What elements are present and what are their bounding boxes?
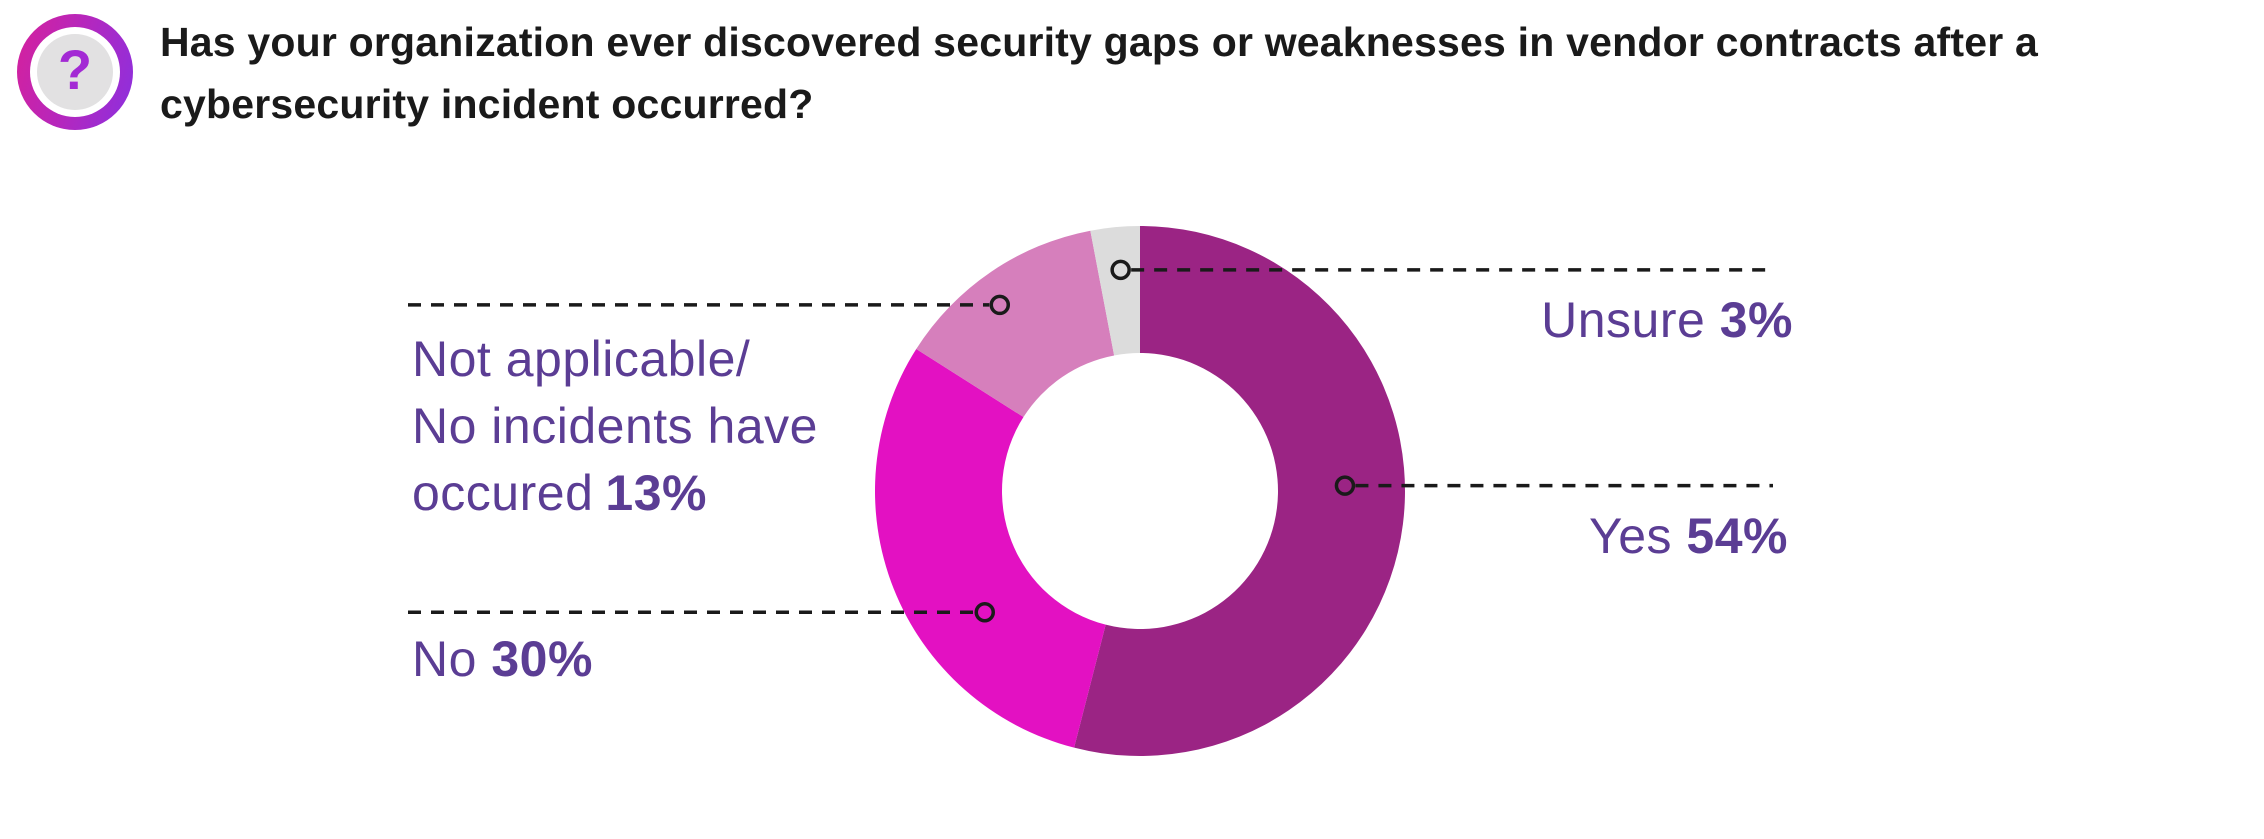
- leader-marker-yes: [1334, 475, 1356, 496]
- label-not-applicable-line-3: occured: [412, 465, 594, 521]
- label-unsure: Unsure 3%: [1541, 287, 1793, 354]
- label-not-applicable-line-2: No incidents have: [412, 398, 818, 454]
- label-unsure-text: Unsure: [1541, 292, 1706, 348]
- question-mark-glyph: ?: [57, 38, 93, 101]
- question-mark-icon: ?: [17, 14, 133, 130]
- donut-segment-yes: [1074, 226, 1405, 756]
- question-mark-icon-disc: ?: [37, 34, 113, 110]
- donut-segment-not-applicable: [916, 230, 1115, 418]
- page-title-line-2: cybersecurity incident occurred?: [160, 81, 814, 127]
- label-yes-text: Yes: [1588, 508, 1673, 564]
- page-title: Has your organization ever discovered se…: [160, 11, 2220, 135]
- donut-segment-no: [874, 349, 1106, 748]
- label-not-applicable-pct: 13%: [605, 465, 707, 521]
- label-no-pct: 30%: [491, 631, 593, 687]
- leader-marker-no: [974, 602, 996, 623]
- label-no: No 30%: [412, 626, 593, 693]
- leader-marker-not: [989, 294, 1011, 316]
- page-title-line-1: Has your organization ever discovered se…: [160, 19, 2038, 65]
- label-yes: Yes 54%: [1589, 503, 1788, 570]
- label-unsure-pct: 3%: [1719, 292, 1793, 348]
- leader-marker-unsure: [1110, 259, 1131, 281]
- label-yes-pct: 54%: [1686, 508, 1788, 564]
- label-no-text: No: [412, 631, 477, 687]
- donut-segment-unsure: [1090, 226, 1140, 356]
- question-mark-icon-inner-ring: ?: [30, 27, 120, 117]
- label-not-applicable-line-1: Not applicable/: [412, 331, 751, 387]
- label-not-applicable: Not applicable/ No incidents have occure…: [412, 326, 818, 527]
